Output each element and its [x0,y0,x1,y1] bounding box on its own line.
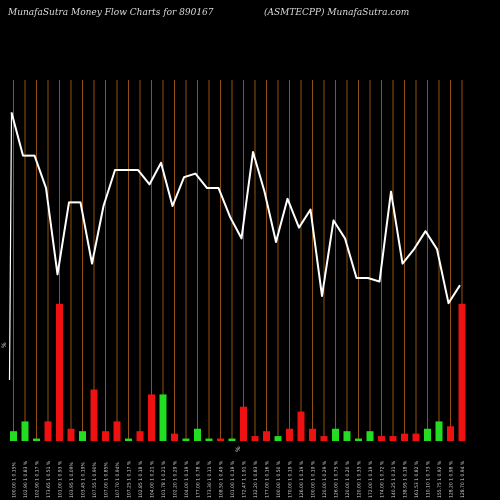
money-flow-bar [274,436,282,441]
x-tick-label: 102.90 1 0.17 % [35,460,41,498]
price-line-start [8,112,13,381]
money-flow-bars [10,303,466,441]
money-flow-bar [136,431,144,441]
money-flow-bar [67,428,75,441]
money-flow-bar [458,303,466,441]
x-tick-label: 155.75 1 0.92 % [437,460,443,498]
money-flow-bar [171,433,178,441]
money-flow-bar [33,438,40,441]
money-flow-bar [286,428,293,441]
x-tick-label: 126.00 1 0.75 % [334,460,340,498]
x-tick-label: 102.90 1 0.83 % [23,460,29,498]
x-tick-label: 104.00 1 0.19 % [184,460,190,498]
money-flow-bar [263,431,270,441]
chart-title: MunafaSutra Money Flow Charts for 890167 [8,8,214,18]
x-tick-label: 102.20 1 0.29 % [173,460,179,498]
price-line [8,112,461,381]
axis-marker: % [235,446,242,452]
x-tick-label: 107.70 1 0.94% [115,462,121,498]
money-flow-bar [125,438,132,441]
chart-header: MunafaSutra Money Flow Charts for 890167… [0,8,500,24]
money-flow-bar [343,431,351,441]
money-flow-bar [182,438,190,441]
x-tick-label: 172.00 1 0.19 % [368,460,374,498]
x-tick-label: 120.00 1 0.33 % [357,460,363,498]
x-tick-label: 103.95 1 0.09% [69,462,75,498]
money-flow-bar [389,436,397,441]
x-tick-label: 100.00 1 0.50 % [276,460,282,498]
money-flow-bar [412,433,420,441]
money-flow-bar [320,436,328,441]
x-tick-label: 103.45 1 0.19% [81,462,87,498]
x-tick-label: 177.00 1 0.16 % [265,460,271,498]
money-flow-bar [159,394,167,441]
money-flow-bar [251,436,259,441]
x-tick-label: 173.30 1 0.11 % [207,460,213,498]
x-tick-label: 107.55 1 0.90% [92,462,98,498]
x-tick-label: 108.50 1 0.49 % [219,460,225,498]
money-flow-bar [44,421,52,441]
x-tick-label: 126.00 1 0.19 % [299,460,305,498]
x-tick-label: 101.00 1 0.93 % [58,460,64,498]
money-flow-bar [401,433,408,441]
x-tick-label: 101.00 1 0.19 % [230,460,236,498]
money-flow-bar [297,411,305,441]
x-tick-label: 174.00 1 0.72 % [380,460,386,498]
money-flow-bar [355,438,362,441]
money-flow-bar [102,431,109,441]
x-tick-label: 104.00 1 0.21 % [150,460,156,498]
money-flow-bar [205,438,213,441]
money-flow-bar [240,406,247,441]
x-tick-label: 172.47 1 1.91 % [242,460,248,498]
money-flow-bar [332,428,339,441]
site-label: (ASMTECPP) MunafaSutra.com [264,8,410,18]
price-line-path [10,112,461,305]
axis-marker: % [1,342,8,348]
money-flow-bar [56,303,63,441]
money-flow-bar [424,428,431,441]
x-tick-label: 161.53 1 0.82 % [414,460,420,498]
x-tick-label: 107.25 1 0.17 % [127,460,133,498]
money-flow-bar [217,438,224,441]
x-tick-label: 128.20 1 0.98 % [449,460,455,498]
x-tick-label: 140.25 1 0.31 % [391,460,397,498]
money-flow-bar [309,428,316,441]
x-tick-label: 110.10 1 0.73 % [426,460,432,498]
grid-lines [13,80,463,440]
money-flow-bar [228,438,236,441]
x-tick-label: 101.78 1 0.21 % [161,460,167,498]
money-flow-bar [21,421,29,441]
money-flow-bar [148,394,155,441]
money-flow-bar [79,431,86,441]
x-tick-label: 138.95 1 0.18 % [403,460,409,498]
x-tick-label: 177.00 1 0.78 % [196,460,202,498]
money-flow-bar [113,421,121,441]
money-flow-bar [194,428,201,441]
money-flow-bar [366,431,374,441]
x-tick-label: 120.00 1 0.29 % [322,460,328,498]
x-tick-label: 173.65 1 0.51 % [46,460,52,498]
x-tick-label: 107.00 1 0.85% [104,462,110,498]
x-tick-label: 100.00 1 0.19 % [311,460,317,498]
x-tick-label: 102.85 1 0.18 % [138,460,144,498]
money-flow-bar [378,436,385,441]
x-tick-label: 100.00 1 0.15% [12,462,18,498]
money-flow-bar [10,431,17,441]
money-flow-bar [90,389,98,441]
x-tick-label: 120.00 1 0.20 % [345,460,351,498]
x-tick-label: 128.70 1 0.94 % [460,460,466,498]
x-tick-label: 170.00 1 0.19 % [288,460,294,498]
money-flow-bar [435,421,443,441]
x-tick-label: 132.20 1 0.83 % [253,460,259,498]
money-flow-bar [447,426,454,441]
x-axis-labels: 100.00 1 0.15% 102.90 1 0.83 % 102.90 1 0.… [1,342,466,498]
